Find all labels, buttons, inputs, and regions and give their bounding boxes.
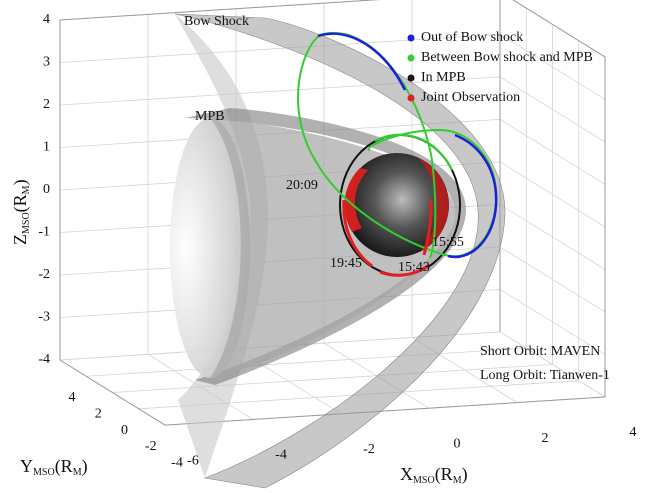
chart: Bow Shock MPB 20:09 19:45 15:43 15:55 Sh… <box>0 0 663 493</box>
axis-edge <box>60 360 165 425</box>
x-tick-label: -2 <box>363 442 375 457</box>
y-tick-label: -2 <box>145 439 157 454</box>
time-label: 20:09 <box>286 178 318 193</box>
legend-marker <box>408 75 415 82</box>
annotation: Long Orbit: Tianwen-1 <box>480 368 610 383</box>
time-label: 15:55 <box>432 235 464 250</box>
y-tick-label: 2 <box>95 406 102 421</box>
z-tick-label: 4 <box>43 12 50 27</box>
z-tick-label: -4 <box>38 352 50 367</box>
legend-marker <box>408 35 415 42</box>
y-tick-label: 0 <box>121 423 128 438</box>
grid-line <box>60 0 500 20</box>
legend-marker <box>408 55 415 62</box>
x-axis-label: XMSO(RM) <box>400 464 468 486</box>
x-tick-label: -6 <box>187 453 199 468</box>
legend-marker <box>408 95 415 102</box>
axis-edge <box>60 0 500 20</box>
y-tick-label: -4 <box>171 455 183 470</box>
z-tick-label: -2 <box>38 267 50 282</box>
annotation: Short Orbit: MAVEN <box>480 344 600 359</box>
x-tick-label: 2 <box>542 431 549 446</box>
grid-line <box>86 348 526 376</box>
mpb-label: MPB <box>195 109 225 124</box>
x-tick-label: 4 <box>630 425 637 440</box>
legend-label: Joint Observation <box>421 90 520 105</box>
z-axis-label: ZMSO(RM) <box>10 179 32 245</box>
z-tick-label: -3 <box>38 310 50 325</box>
z-tick-label: 2 <box>43 97 50 112</box>
legend-label: In MPB <box>421 70 466 85</box>
time-label: 15:43 <box>398 260 430 275</box>
legend-label: Between Bow shock and MPB <box>421 50 593 65</box>
bow-shock-label: Bow Shock <box>184 14 249 29</box>
z-tick-label: -1 <box>38 225 50 240</box>
time-label: 19:45 <box>330 256 362 271</box>
x-tick-label: 0 <box>454 436 461 451</box>
legend-label: Out of Bow shock <box>421 30 523 45</box>
y-tick-label: 4 <box>69 390 76 405</box>
z-tick-label: 1 <box>43 140 50 155</box>
z-tick-label: 0 <box>43 182 50 197</box>
z-tick-label: 3 <box>43 55 50 70</box>
x-tick-label: -4 <box>275 448 287 463</box>
y-axis-label: YMSO(RM) <box>20 456 88 478</box>
